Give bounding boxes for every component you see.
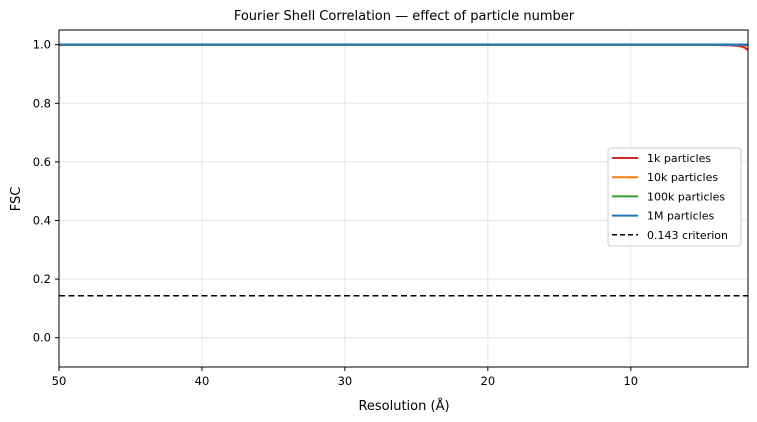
y-tick-label: 0.0 bbox=[33, 331, 51, 345]
y-tick-label: 1.0 bbox=[33, 38, 51, 52]
y-axis-ticks: 0.0 0.2 0.4 0.6 0.8 1.0 bbox=[33, 38, 59, 345]
y-tick-label: 0.2 bbox=[33, 272, 51, 286]
y-tick-label: 0.8 bbox=[33, 96, 51, 110]
x-tick-label: 40 bbox=[195, 374, 210, 388]
series-lines bbox=[59, 43, 749, 51]
legend-label: 0.143 criterion bbox=[647, 229, 728, 242]
x-tick-label: 20 bbox=[481, 374, 496, 388]
x-axis-ticks: 50 40 30 20 10 bbox=[52, 367, 638, 388]
y-axis-title: FSC bbox=[9, 187, 24, 212]
legend-label: 1M particles bbox=[647, 210, 714, 223]
legend-box bbox=[607, 147, 742, 247]
chart-title: Fourier Shell Correlation — effect of pa… bbox=[234, 9, 575, 24]
x-tick-label: 10 bbox=[623, 374, 638, 388]
legend-label: 1k particles bbox=[647, 152, 711, 165]
plot-frame bbox=[58, 29, 749, 368]
legend: 1k particles 10k particles 100k particles 1… bbox=[607, 147, 742, 247]
legend-label: 100k particles bbox=[647, 190, 725, 203]
x-axis-title: Resolution (Å) bbox=[358, 398, 449, 414]
legend-label: 10k particles bbox=[647, 171, 718, 184]
x-tick-label: 50 bbox=[52, 374, 67, 388]
x-tick-label: 30 bbox=[338, 374, 353, 388]
y-tick-label: 0.6 bbox=[33, 155, 51, 169]
y-tick-label: 0.4 bbox=[33, 213, 51, 227]
